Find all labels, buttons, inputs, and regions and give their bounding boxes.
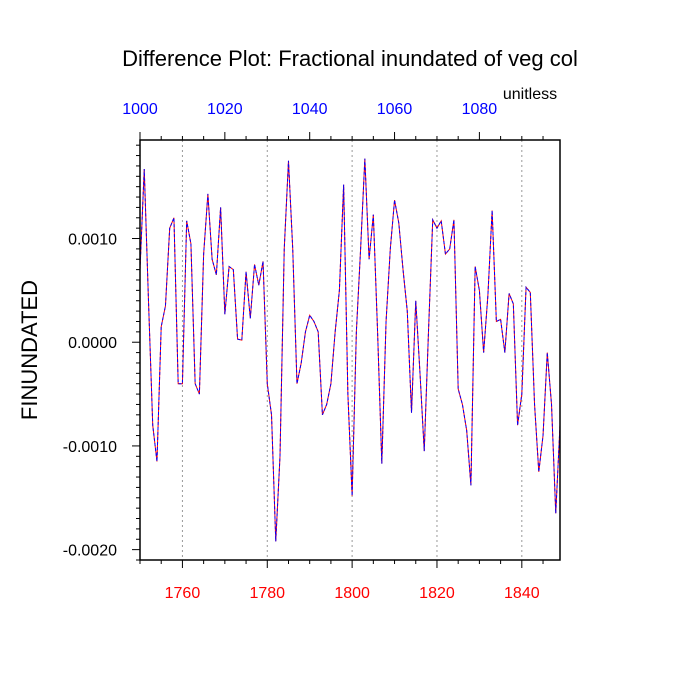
series-line-red — [139, 158, 561, 542]
x-top-tick-label: 1020 — [207, 101, 243, 118]
x-top-tick-label: 1080 — [462, 101, 498, 118]
x-top-tick-label: 1000 — [122, 101, 158, 118]
x-bottom-tick-label: 1820 — [419, 585, 455, 602]
tick-layer: 1760 1780 1800 1820 1840 1000 1020 1040 1060 1080… — [63, 101, 544, 602]
x-top-tick-label: 1060 — [377, 101, 413, 118]
y-tick-label: -0.0010 — [63, 439, 117, 456]
y-tick-label: 0.0000 — [68, 335, 117, 352]
x-top-tick-label: 1040 — [292, 101, 328, 118]
x-bottom-tick-label: 1760 — [165, 585, 201, 602]
y-tick-label: 0.0010 — [68, 232, 117, 249]
plot-frame — [139, 139, 561, 561]
y-axis-label: FINUNDATED — [17, 280, 42, 420]
series-line-blue-dashed — [139, 158, 561, 542]
x-bottom-tick-label: 1800 — [334, 585, 370, 602]
chart-title: Difference Plot: Fractional inundated of… — [122, 46, 578, 71]
units-label: unitless — [503, 86, 557, 103]
x-bottom-tick-label: 1780 — [249, 585, 285, 602]
y-tick-label: -0.0020 — [63, 543, 117, 560]
series-layer — [139, 158, 561, 542]
x-bottom-tick-label: 1840 — [504, 585, 540, 602]
grid-layer — [181, 140, 523, 560]
